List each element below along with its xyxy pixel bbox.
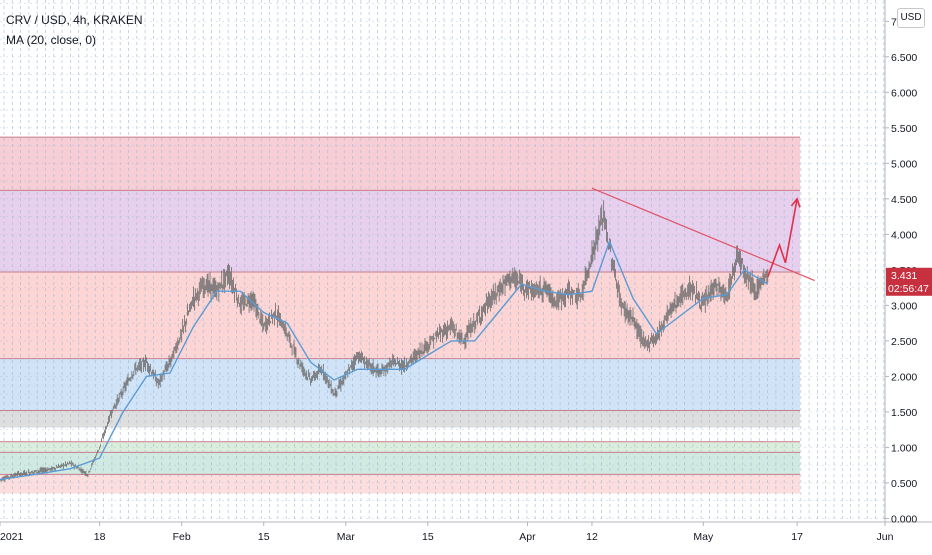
zone-6 <box>0 452 800 475</box>
ma-line <box>0 239 769 481</box>
x-tick-label-9: 17 <box>791 531 803 543</box>
zone-0 <box>0 137 800 191</box>
x-tick-label-5: 15 <box>422 531 434 543</box>
ma-layer <box>0 239 769 481</box>
x-tick-label-2: Feb <box>173 531 191 543</box>
indicator-title[interactable]: MA (20, close, 0) <box>6 33 97 47</box>
x-tick-label-6: Apr <box>519 531 536 543</box>
y-tick-label-2: 1.000 <box>891 442 917 454</box>
symbol-title[interactable]: CRV / USD, 4h, KRAKEN <box>6 13 143 27</box>
y-tick-label-9: 4.500 <box>891 194 917 206</box>
price-tag-countdown: 02:56:47 <box>888 283 929 295</box>
y-tick-label-5: 2.500 <box>891 336 917 348</box>
currency-badge[interactable]: USD <box>897 8 925 28</box>
y-tick-label-11: 5.500 <box>891 123 917 135</box>
y-tick-label-0: 0.000 <box>891 513 917 525</box>
y-tick-label-13: 6.500 <box>891 52 917 64</box>
zone-7 <box>0 474 800 494</box>
projection-arrow-head <box>790 197 801 208</box>
x-tick-label-8: May <box>693 531 714 543</box>
grid-layer <box>0 0 885 522</box>
price-tag-value: 3.431 <box>891 270 917 282</box>
projection-arrow <box>767 198 798 278</box>
y-tick-label-10: 5.000 <box>891 158 917 170</box>
x-tick-label-3: 15 <box>258 531 270 543</box>
zone-3 <box>0 358 800 411</box>
zone-4 <box>0 410 800 428</box>
y-tick-label-1: 0.500 <box>891 478 917 490</box>
zones-layer <box>0 136 800 494</box>
zone-1 <box>0 190 800 273</box>
y-tick-label-3: 1.500 <box>891 407 917 419</box>
y-tick-label-4: 2.000 <box>891 371 917 383</box>
y-tick-label-8: 4.000 <box>891 229 917 241</box>
trend-line <box>591 187 815 282</box>
x-tick-label-10: Jun <box>877 531 894 543</box>
y-tick-label-6: 3.000 <box>891 300 917 312</box>
zone-5 <box>0 441 800 453</box>
x-tick-label-0: 2021 <box>0 531 24 543</box>
zone-2 <box>0 272 800 359</box>
x-tick-label-7: 12 <box>586 531 598 543</box>
y-tick-label-12: 6.000 <box>891 87 917 99</box>
legend: CRV / USD, 4h, KRAKEN MA (20, close, 0) <box>6 10 143 50</box>
price-tag-bg <box>886 267 932 296</box>
x-tick-label-4: Mar <box>337 531 356 543</box>
drawings-layer <box>591 187 815 282</box>
x-tick-label-1: 18 <box>94 531 106 543</box>
time-axis-bg <box>0 522 932 550</box>
